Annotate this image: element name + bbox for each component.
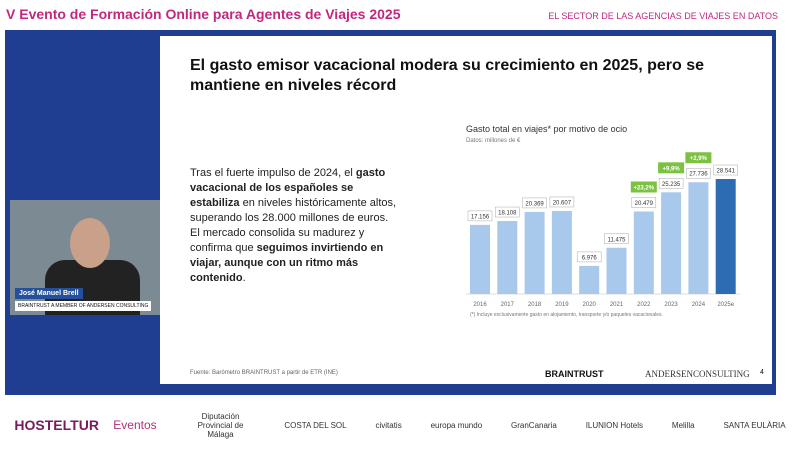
sponsor: Melilla xyxy=(671,420,695,430)
paragraph-part: . xyxy=(242,272,246,284)
x-tick-label: 2022 xyxy=(637,302,651,308)
speaker-name: José Manuel Brell xyxy=(15,288,83,299)
growth-label: +9,9% xyxy=(663,166,681,172)
bar xyxy=(606,247,627,294)
value-label: 11.475 xyxy=(608,237,627,243)
bar xyxy=(551,210,572,294)
value-label: 28.541 xyxy=(717,169,736,175)
value-label-box xyxy=(467,210,493,222)
paragraph-part: Tras el fuerte impulso de 2024, el xyxy=(190,167,356,179)
event-tagline: EL SECTOR DE LAS AGENCIAS DE VIAJES EN D… xyxy=(548,11,778,21)
bar xyxy=(524,211,545,294)
event-title: V Evento de Formación Online para Agente… xyxy=(6,6,401,22)
x-tick-label: 2016 xyxy=(473,302,487,308)
growth-box xyxy=(630,181,657,193)
sponsors: HOSTELTUR Eventos Diputación Provincial de… xyxy=(0,405,800,445)
value-label-box xyxy=(658,178,684,189)
growth-box xyxy=(658,162,685,174)
speaker-company: BRAINTRUST A MEMBER OF ANDERSEN CONSULTI… xyxy=(15,301,152,311)
slide-paragraph: Tras el fuerte impulso de 2024, el gasto… xyxy=(190,166,400,286)
value-label-box xyxy=(713,164,738,176)
value-label-box xyxy=(604,233,629,245)
x-tick-label: 2017 xyxy=(501,302,515,308)
sponsor: COSTA DEL SOL xyxy=(284,420,347,430)
sponsor: SANTA EULÀRIA xyxy=(723,420,786,430)
paragraph-part: gasto vacacional de los españoles se est… xyxy=(190,167,386,209)
chart-footnote: (*) Incluye exclusivamente gasto en aloj… xyxy=(470,312,663,318)
x-tick-label: 2018 xyxy=(528,302,542,308)
paragraph-part: seguimos invirtiendo en viajar, aunque c… xyxy=(190,242,384,284)
bar xyxy=(661,192,682,294)
value-label: 6.976 xyxy=(582,255,598,261)
value-label-box xyxy=(495,206,520,218)
chart-title: Gasto total en viajes* por motivo de oci… xyxy=(466,124,627,134)
slide: El gasto emisor vacacional modera su cre… xyxy=(160,36,772,384)
sponsor: Eventos xyxy=(113,418,157,432)
value-label-box xyxy=(549,196,575,208)
slide-title: El gasto emisor vacacional modera su cre… xyxy=(190,57,704,94)
x-tick-label: 2019 xyxy=(555,302,569,308)
value-label: 18.108 xyxy=(498,211,517,217)
sponsor: ILUNION Hotels xyxy=(585,420,644,430)
source: Fuente: Barómetro BRAINTRUST a partir de… xyxy=(190,370,338,376)
sponsor: civitatis xyxy=(375,420,402,430)
x-tick-label: 2023 xyxy=(664,302,678,308)
bar xyxy=(688,182,709,294)
value-label-box xyxy=(631,197,657,208)
paragraph-part: en niveles históricamente altos, superan… xyxy=(190,197,397,254)
bar xyxy=(715,179,736,294)
partner: ANDERSENCONSULTING xyxy=(645,369,750,379)
page-number: 4 xyxy=(760,369,764,376)
sponsor: HOSTELTUR xyxy=(14,417,99,433)
bar xyxy=(579,265,600,294)
value-label: 17.156 xyxy=(471,214,490,220)
bar xyxy=(497,221,518,294)
value-label: 27.736 xyxy=(689,172,708,178)
speaker-face xyxy=(70,218,110,268)
x-tick-label: 2020 xyxy=(583,302,597,308)
chart: Gasto total en viajes* por motivo de oci… xyxy=(466,124,740,308)
x-tick-label: 2024 xyxy=(692,302,706,308)
speaker-video: José Manuel Brell BRAINTRUST A MEMBER OF… xyxy=(10,200,164,315)
chart-subtitle: Datos: millones de € xyxy=(466,138,521,144)
growth-label: +2,9% xyxy=(690,156,708,162)
sponsor: GranCanaria xyxy=(511,420,557,430)
sponsor: europa mundo xyxy=(430,420,483,430)
value-label-box xyxy=(522,197,547,209)
x-tick-label: 2021 xyxy=(610,302,624,308)
value-label: 20.607 xyxy=(553,200,572,206)
bar xyxy=(633,211,654,294)
x-tick-label: 2025e xyxy=(717,302,734,308)
brand: BRAINTRUST xyxy=(545,369,604,379)
growth-label: +23,2% xyxy=(634,185,655,191)
value-label-box xyxy=(686,167,711,179)
value-label: 20.479 xyxy=(635,201,654,207)
sponsor: Diputación Provincial de Málaga xyxy=(197,411,244,439)
value-label-box xyxy=(576,251,602,263)
growth-box xyxy=(685,152,712,164)
bar xyxy=(470,224,490,294)
value-label: 25.235 xyxy=(662,182,681,188)
value-label: 20.369 xyxy=(525,201,544,207)
